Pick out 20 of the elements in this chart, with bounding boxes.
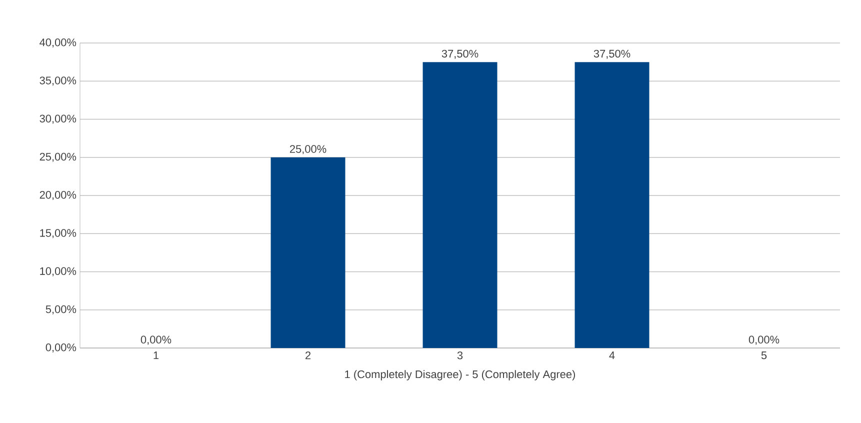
- data-label: 0,00%: [140, 336, 172, 345]
- y-tick-label: 0,00%: [46, 343, 76, 353]
- y-tick-label: 35,00%: [40, 76, 76, 86]
- x-axis-title: 1 (Completely Disagree) - 5 (Completely Agree): [345, 370, 575, 380]
- y-tick-label: 25,00%: [40, 152, 76, 162]
- x-tick-label: 5: [761, 352, 767, 360]
- x-tick-label: 3: [457, 352, 463, 360]
- x-tick-label: 1: [154, 352, 159, 360]
- data-label: 25,00%: [290, 145, 326, 154]
- y-tick-label: 5,00%: [46, 305, 76, 314]
- data-label: 37,50%: [442, 50, 478, 59]
- data-label: 37,50%: [594, 50, 630, 59]
- x-tick-label: 2: [306, 352, 311, 360]
- y-tick-label: 30,00%: [40, 114, 76, 124]
- x-tick-label: 4: [609, 352, 615, 360]
- y-tick-label: 15,00%: [40, 229, 76, 238]
- data-label: 0,00%: [748, 336, 780, 345]
- y-tick-label: 20,00%: [40, 190, 76, 200]
- y-tick-label: 40,00%: [40, 38, 76, 48]
- y-tick-label: 10,00%: [40, 267, 76, 276]
